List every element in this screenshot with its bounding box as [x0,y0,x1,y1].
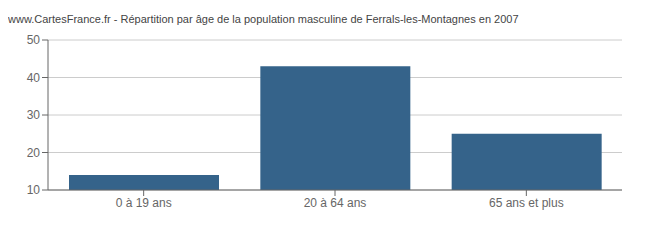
svg-text:65 ans et plus: 65 ans et plus [489,196,564,210]
svg-text:30: 30 [27,108,41,122]
svg-text:20 à 64 ans: 20 à 64 ans [304,196,367,210]
html-text:www.CartesFrance.fr - Répartit: www.CartesFrance.fr - Répartition par âg… [8,13,519,25]
svg-text:40: 40 [27,71,41,85]
svg-text:0 à 19 ans: 0 à 19 ans [116,196,172,210]
svg-text:20: 20 [27,146,41,160]
svg-text:10: 10 [27,183,41,197]
svg-text:50: 50 [27,33,41,47]
